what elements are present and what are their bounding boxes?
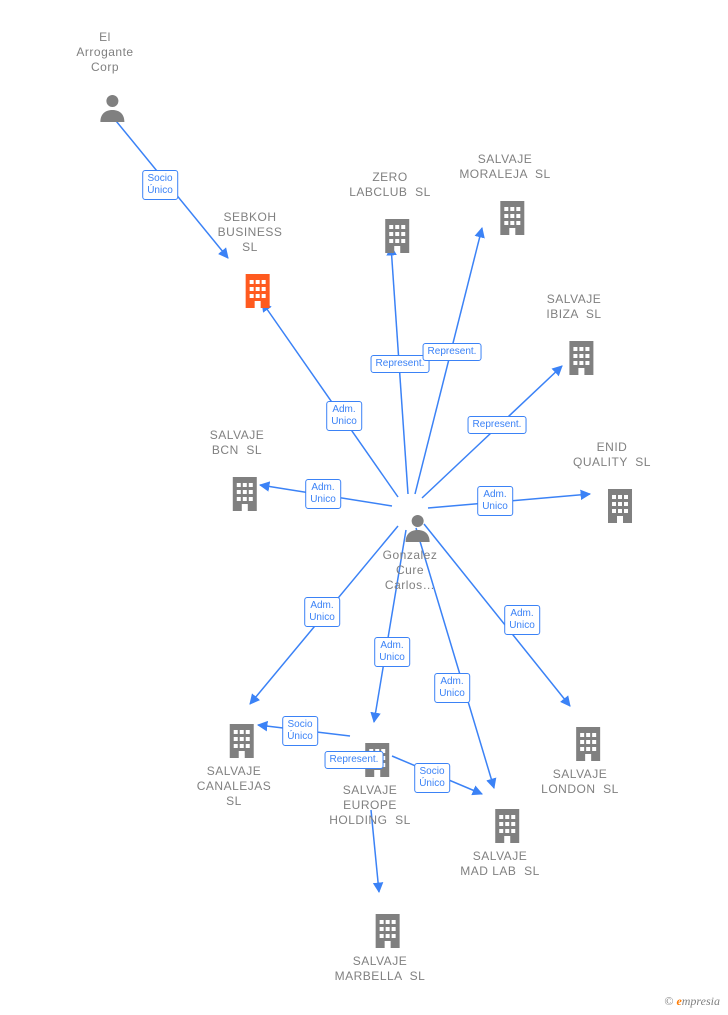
building-icon [460,792,540,847]
edge-label: Adm.Unico [305,479,341,509]
node-label: SALVAJECANALEJASSL [197,764,272,809]
node-label: SALVAJELONDON SL [541,767,619,797]
edge-label: SocioÚnico [142,170,178,200]
building-icon [541,710,619,765]
node-label: ENIDQUALITY SL [573,440,651,470]
node-madlab[interactable]: SALVAJEMAD LAB SL [460,792,540,879]
edge-label: Represent. [468,416,527,434]
node-london[interactable]: SALVAJELONDON SL [541,710,619,797]
brand-footer: © empresia [664,994,720,1009]
edge-label: Adm.Unico [374,637,410,667]
node-canalejas[interactable]: SALVAJECANALEJASSL [197,707,272,809]
node-label: SEBKOHBUSINESSSL [218,210,283,255]
edge-label: Adm.Unico [434,673,470,703]
node-label: SALVAJEMORALEJA SL [459,152,550,182]
edge-label: Adm.Unico [326,401,362,431]
node-arrogante[interactable]: ElArroganteCorp [76,30,133,126]
copyright-symbol: © [664,994,673,1008]
node-label: GonzalezCureCarlos… [383,548,438,593]
node-label: SALVAJEMARBELLA SL [335,954,426,984]
node-label: ZEROLABCLUB SL [349,170,431,200]
building-icon [218,257,283,312]
brand-rest: mpresia [682,994,720,1008]
building-icon [349,202,431,257]
building-icon [335,897,426,952]
node-bcn[interactable]: SALVAJEBCN SL [210,428,264,515]
node-zero[interactable]: ZEROLABCLUB SL [349,170,431,257]
building-icon [546,324,601,379]
building-icon [197,707,272,762]
node-gonzalez[interactable]: GonzalezCureCarlos… [383,497,438,593]
node-enid[interactable]: ENIDQUALITY SL [573,440,651,527]
edge-label: SocioÚnico [414,763,450,793]
node-sebkoh[interactable]: SEBKOHBUSINESSSL [218,210,283,312]
node-label: ElArroganteCorp [76,30,133,75]
building-icon [210,460,264,515]
person-icon [383,497,438,546]
edge-label: Represent. [371,355,430,373]
edge-line [262,302,398,497]
person-icon [76,77,133,126]
node-moraleja[interactable]: SALVAJEMORALEJA SL [459,152,550,239]
edge-label: Adm.Unico [504,605,540,635]
node-ibiza[interactable]: SALVAJEIBIZA SL [546,292,601,379]
building-icon [459,184,550,239]
edge-label: Adm.Unico [477,486,513,516]
building-icon [573,472,651,527]
edge-label: Represent. [423,343,482,361]
node-label: SALVAJEEUROPEHOLDING SL [329,783,411,828]
node-europe[interactable]: SALVAJEEUROPEHOLDING SL [329,726,411,828]
edge-label: Adm.Unico [304,597,340,627]
node-marbella[interactable]: SALVAJEMARBELLA SL [335,897,426,984]
edge-label: SocioÚnico [282,716,318,746]
node-label: SALVAJEBCN SL [210,428,264,458]
edge-label: Represent. [325,751,384,769]
node-label: SALVAJEMAD LAB SL [460,849,540,879]
node-label: SALVAJEIBIZA SL [546,292,601,322]
